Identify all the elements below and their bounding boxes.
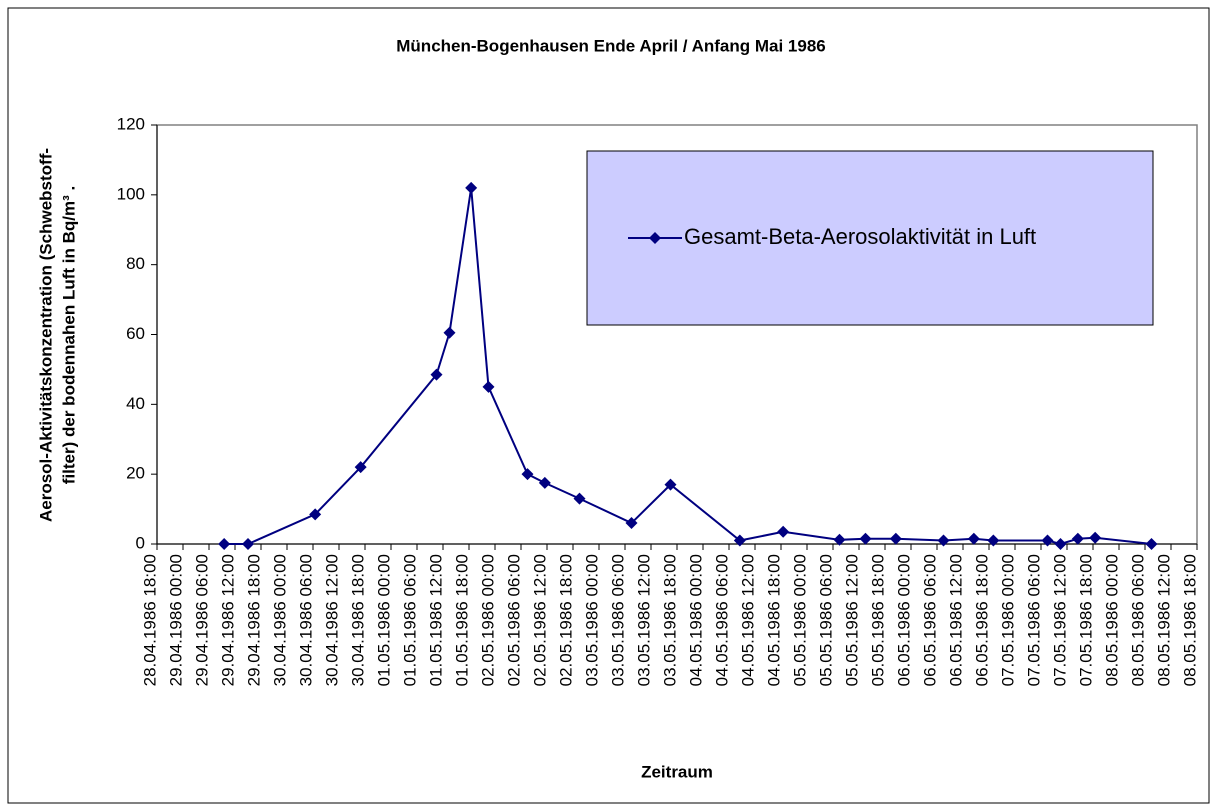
x-tick-label: 08.05.1986 18:00 <box>1180 554 1199 686</box>
x-tick-label: 30.04.1986 12:00 <box>322 554 341 686</box>
x-tick-label: 04.05.1986 12:00 <box>738 554 757 686</box>
marker <box>987 534 1000 547</box>
data-line <box>224 187 1152 546</box>
marker <box>443 326 456 339</box>
x-tick-label: 03.05.1986 06:00 <box>608 554 627 686</box>
marker <box>521 468 534 481</box>
x-tick-label: 06.05.1986 00:00 <box>894 554 913 686</box>
marker <box>859 532 872 545</box>
x-tick-label: 08.05.1986 06:00 <box>1128 554 1147 686</box>
y-tick-label: 60 <box>126 324 145 343</box>
x-tick-label: 08.05.1986 12:00 <box>1154 554 1173 686</box>
marker <box>242 538 254 550</box>
marker <box>218 538 231 550</box>
marker <box>777 525 790 538</box>
y-tick-label: 120 <box>117 114 145 133</box>
marker <box>1089 531 1102 544</box>
marker <box>573 492 586 505</box>
x-tick-label: 03.05.1986 00:00 <box>582 554 601 686</box>
marker <box>625 517 638 530</box>
marker <box>430 368 443 381</box>
x-tick-label: 30.04.1986 18:00 <box>348 554 367 686</box>
legend-label: Gesamt-Beta-Aerosolaktivität in Luft <box>684 224 1036 249</box>
marker <box>538 476 551 489</box>
y-tick-label: 20 <box>126 464 145 483</box>
x-tick-label: 01.05.1986 12:00 <box>426 554 445 686</box>
x-tick-label: 02.05.1986 06:00 <box>504 554 523 686</box>
x-tick-label: 29.04.1986 06:00 <box>192 554 211 686</box>
y-tick-label: 100 <box>117 184 145 203</box>
x-tick-label: 29.04.1986 00:00 <box>166 554 185 686</box>
x-tick-label: 03.05.1986 18:00 <box>660 554 679 686</box>
marker <box>967 532 980 545</box>
marker <box>354 461 367 474</box>
marker <box>1145 538 1158 550</box>
x-tick-label: 05.05.1986 00:00 <box>790 554 809 686</box>
x-tick-label: 06.05.1986 06:00 <box>920 554 939 686</box>
x-tick-label: 01.05.1986 06:00 <box>400 554 419 686</box>
marker <box>309 508 322 521</box>
marker <box>937 534 950 547</box>
marker <box>1071 532 1084 545</box>
x-tick-label: 01.05.1986 18:00 <box>452 554 471 686</box>
y-tick-label: 0 <box>136 533 145 552</box>
marker <box>649 232 661 244</box>
y-axis-label: filter) der bodennahen Luft in Bq/m³ . <box>59 186 78 484</box>
x-tick-label: 01.05.1986 00:00 <box>374 554 393 686</box>
x-tick-label: 04.05.1986 00:00 <box>686 554 705 686</box>
x-tick-label: 07.05.1986 00:00 <box>998 554 1017 686</box>
marker <box>1041 534 1054 547</box>
x-axis-label: Zeitraum <box>641 762 713 781</box>
y-tick-label: 40 <box>126 394 145 413</box>
marker <box>482 380 495 393</box>
x-tick-label: 07.05.1986 18:00 <box>1076 554 1095 686</box>
x-tick-label: 29.04.1986 12:00 <box>218 554 237 686</box>
marker <box>889 532 902 545</box>
x-tick-label: 02.05.1986 12:00 <box>530 554 549 686</box>
x-tick-label: 30.04.1986 06:00 <box>296 554 315 686</box>
x-tick-label: 07.05.1986 12:00 <box>1050 554 1069 686</box>
x-tick-label: 08.05.1986 00:00 <box>1102 554 1121 686</box>
marker <box>833 533 846 546</box>
x-tick-label: 28.04.1986 18:00 <box>140 554 159 686</box>
x-tick-label: 03.05.1986 12:00 <box>634 554 653 686</box>
x-tick-label: 02.05.1986 18:00 <box>556 554 575 686</box>
x-tick-label: 04.05.1986 06:00 <box>712 554 731 686</box>
x-tick-label: 05.05.1986 18:00 <box>868 554 887 686</box>
x-tick-label: 29.04.1986 18:00 <box>244 554 263 686</box>
x-tick-label: 07.05.1986 06:00 <box>1024 554 1043 686</box>
marker <box>664 478 677 491</box>
y-tick-label: 80 <box>126 254 145 273</box>
x-tick-label: 06.05.1986 12:00 <box>946 554 965 686</box>
chart-title: München-Bogenhausen Ende April / Anfang … <box>396 36 825 55</box>
x-tick-label: 30.04.1986 00:00 <box>270 554 289 686</box>
x-tick-label: 05.05.1986 12:00 <box>842 554 861 686</box>
marker <box>465 181 478 194</box>
marker <box>1054 538 1067 550</box>
x-tick-label: 05.05.1986 06:00 <box>816 554 835 686</box>
marker <box>733 534 746 547</box>
x-tick-label: 06.05.1986 18:00 <box>972 554 991 686</box>
x-tick-label: 02.05.1986 00:00 <box>478 554 497 686</box>
y-axis-label: Aerosol-Aktivitätskonzentration (Schwebs… <box>36 148 55 522</box>
x-tick-label: 04.05.1986 18:00 <box>764 554 783 686</box>
